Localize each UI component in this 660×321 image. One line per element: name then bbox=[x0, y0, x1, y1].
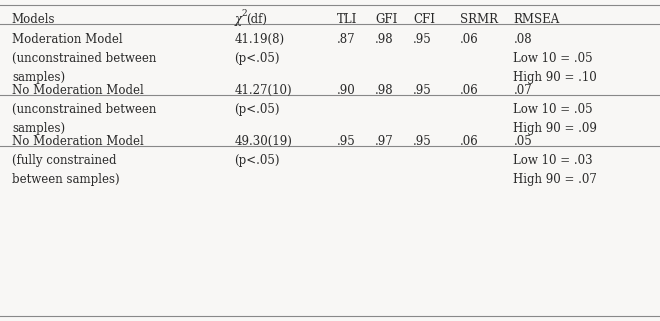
Text: .06: .06 bbox=[460, 33, 478, 46]
Text: .08: .08 bbox=[513, 33, 532, 46]
Text: samples): samples) bbox=[12, 122, 65, 135]
Text: Low 10 = .05: Low 10 = .05 bbox=[513, 103, 593, 116]
Text: TLI: TLI bbox=[337, 13, 357, 26]
Text: 2: 2 bbox=[242, 9, 248, 18]
Text: Models: Models bbox=[12, 13, 55, 26]
Text: .90: .90 bbox=[337, 84, 355, 97]
Text: 41.27(10): 41.27(10) bbox=[234, 84, 292, 97]
Text: .95: .95 bbox=[413, 135, 432, 148]
Text: (p<.05): (p<.05) bbox=[234, 52, 280, 65]
Text: .95: .95 bbox=[337, 135, 355, 148]
Text: .98: .98 bbox=[375, 33, 393, 46]
Text: .95: .95 bbox=[413, 33, 432, 46]
Text: (unconstrained between: (unconstrained between bbox=[12, 52, 156, 65]
Text: CFI: CFI bbox=[413, 13, 435, 26]
Text: (p<.05): (p<.05) bbox=[234, 103, 280, 116]
Text: RMSEA: RMSEA bbox=[513, 13, 560, 26]
Text: Low 10 = .03: Low 10 = .03 bbox=[513, 154, 593, 167]
Text: (p<.05): (p<.05) bbox=[234, 154, 280, 167]
Text: Low 10 = .05: Low 10 = .05 bbox=[513, 52, 593, 65]
Text: High 90 = .07: High 90 = .07 bbox=[513, 173, 597, 186]
Text: (unconstrained between: (unconstrained between bbox=[12, 103, 156, 116]
Text: No Moderation Model: No Moderation Model bbox=[12, 135, 144, 148]
Text: 49.30(19): 49.30(19) bbox=[234, 135, 292, 148]
Text: between samples): between samples) bbox=[12, 173, 119, 186]
Text: samples): samples) bbox=[12, 71, 65, 84]
Text: .07: .07 bbox=[513, 84, 532, 97]
Text: GFI: GFI bbox=[375, 13, 397, 26]
Text: (fully constrained: (fully constrained bbox=[12, 154, 116, 167]
Text: .06: .06 bbox=[460, 135, 478, 148]
Text: .05: .05 bbox=[513, 135, 532, 148]
Text: SRMR: SRMR bbox=[460, 13, 498, 26]
Text: High 90 = .10: High 90 = .10 bbox=[513, 71, 597, 84]
Text: χ: χ bbox=[234, 13, 242, 26]
Text: .06: .06 bbox=[460, 84, 478, 97]
Text: No Moderation Model: No Moderation Model bbox=[12, 84, 144, 97]
Text: .98: .98 bbox=[375, 84, 393, 97]
Text: 41.19(8): 41.19(8) bbox=[234, 33, 284, 46]
Text: .87: .87 bbox=[337, 33, 355, 46]
Text: Moderation Model: Moderation Model bbox=[12, 33, 123, 46]
Text: .95: .95 bbox=[413, 84, 432, 97]
Text: .97: .97 bbox=[375, 135, 393, 148]
Text: (df): (df) bbox=[246, 13, 267, 26]
Text: High 90 = .09: High 90 = .09 bbox=[513, 122, 597, 135]
